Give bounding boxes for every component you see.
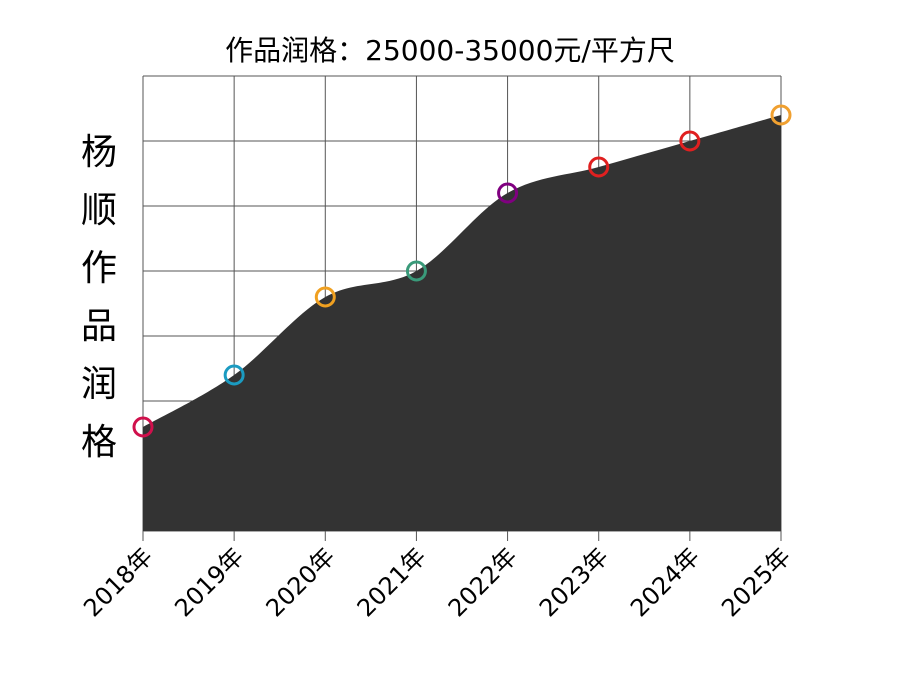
marker: [132, 416, 154, 438]
marker: [770, 104, 792, 126]
x-tick-label: 2023年: [534, 542, 614, 622]
x-tick-label: 2020年: [261, 542, 341, 622]
chart-title: 作品润格：25000-35000元/平方尺: [225, 34, 675, 67]
y-axis-label: 杨顺作品润格: [81, 132, 118, 463]
x-tick-label: 2024年: [625, 542, 705, 622]
x-tick-label: 2018年: [78, 542, 158, 622]
x-tick-label: 2019年: [169, 542, 249, 622]
marker: [314, 286, 336, 308]
marker: [497, 182, 519, 204]
marker: [588, 156, 610, 178]
x-tick-label: 2025年: [716, 542, 796, 622]
area: [143, 115, 781, 531]
x-tick-label: 2022年: [443, 542, 523, 622]
marker: [223, 364, 245, 386]
x-tick-label: 2021年: [352, 542, 432, 622]
marker: [679, 130, 701, 152]
marker: [405, 260, 427, 282]
